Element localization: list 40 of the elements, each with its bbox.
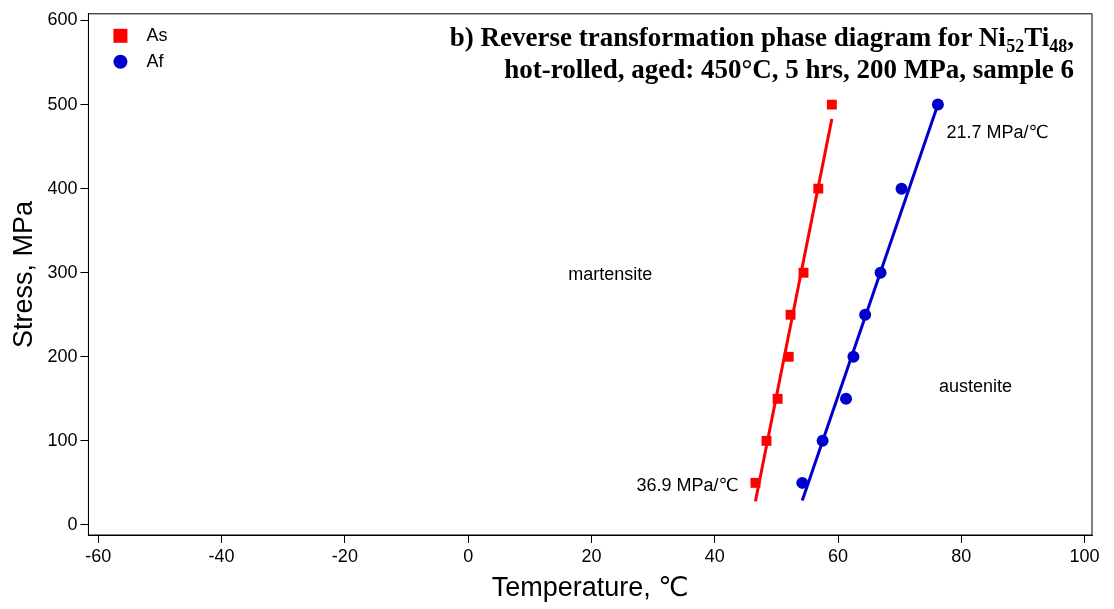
- x-tick-label: -20: [331, 545, 358, 566]
- x-tick-label: 0: [463, 545, 474, 566]
- x-axis-title: Temperature, ℃: [491, 572, 689, 603]
- y-tick-label: 0: [67, 513, 78, 534]
- y-tick-label: 100: [47, 429, 78, 450]
- annotation: 36.9 MPa/℃: [636, 475, 739, 496]
- point: [813, 183, 824, 194]
- point: [816, 434, 829, 447]
- legend-label: As: [146, 24, 168, 45]
- point: [785, 309, 796, 320]
- x-tick-label: 60: [828, 545, 849, 566]
- annotation: martensite: [568, 264, 653, 285]
- legend-label: Af: [146, 50, 165, 71]
- y-tick-label: 300: [47, 261, 78, 282]
- y-tick-label: 400: [47, 177, 78, 198]
- point: [796, 476, 809, 489]
- point: [840, 392, 853, 405]
- y-tick-label: 600: [47, 9, 78, 30]
- point: [783, 351, 794, 362]
- point: [895, 182, 908, 195]
- y-axis-title: Stress, MPa: [7, 199, 38, 348]
- x-tick-label: -60: [85, 545, 112, 566]
- point: [931, 98, 944, 111]
- x-tick-label: -40: [208, 545, 235, 566]
- x-tick-label: 80: [951, 545, 972, 566]
- y-tick-label: 500: [47, 93, 78, 114]
- annotation: 21.7 MPa/℃: [946, 122, 1049, 143]
- point: [772, 393, 783, 404]
- x-tick-label: 40: [704, 545, 725, 566]
- y-tick-label: 200: [47, 345, 78, 366]
- point: [847, 350, 860, 363]
- point: [874, 266, 887, 279]
- point: [750, 477, 761, 488]
- point: [761, 435, 772, 446]
- x-tick-label: 20: [581, 545, 602, 566]
- annotation: austenite: [939, 376, 1013, 397]
- point: [826, 99, 837, 110]
- point: [798, 267, 809, 278]
- point: [859, 308, 872, 321]
- x-tick-label: 100: [1069, 545, 1100, 566]
